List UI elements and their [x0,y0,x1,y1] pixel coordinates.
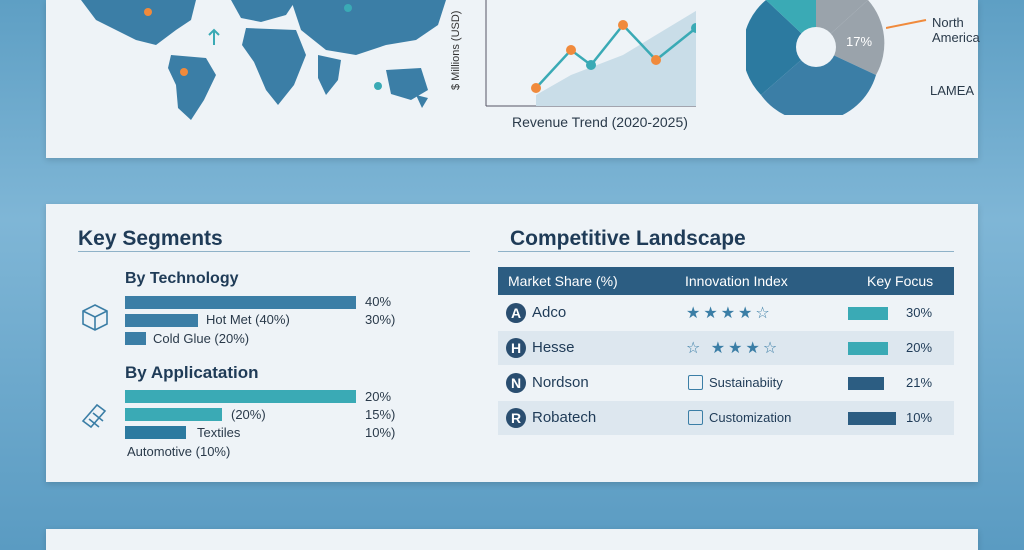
company-logo: N [506,373,526,393]
tech-value: 30%) [365,312,396,327]
tech-bar-hot-melt [125,296,356,309]
key-focus-text: Customization [709,410,792,425]
trend-point [691,23,696,33]
key-focus-text: Sustainabiity [709,375,783,390]
app-label: Textiles [197,425,241,440]
gear-document-icon [688,410,703,425]
share-bar [848,377,884,390]
share-value: 30% [906,305,933,320]
cube-icon [82,304,108,331]
tech-bar-cold-glue [125,332,146,345]
pie-callout-line [886,19,927,29]
app-label: Automotive (10%) [127,444,231,459]
company-logo: A [506,303,526,323]
share-bar [848,412,896,425]
app-bar-textiles [125,426,186,439]
trend-point [566,45,576,55]
trend-point [618,20,628,30]
tape-icon [81,403,107,429]
innovation-stars: ☆ ★★★☆ [686,340,781,357]
company-name: Hesse [532,339,575,356]
world-map [81,0,446,120]
table-row: H Hesse ☆ ★★★☆ 20% [498,331,954,365]
table-row: A Adco ★★★★☆ 30% [498,296,954,330]
app-value: 10%) [365,425,396,440]
app-label: (20%) [231,407,266,422]
tech-value: 40% [365,294,392,309]
share-value: 10% [906,410,933,425]
chart-document-icon [688,375,703,390]
trend-point [531,83,541,93]
region-pie-chart [746,0,885,115]
col-market-share: Market Share (%) [508,273,618,289]
col-key-focus: Key Focus [867,273,934,289]
share-value: 20% [906,340,933,355]
app-bar-1 [125,390,356,403]
table-row: R Robatech Customization 10% [498,401,954,435]
company-logo: H [506,338,526,358]
table-row: N Nordson Sustainabiity 21% [498,366,954,400]
tech-label: Hot Met (40%) [206,312,290,327]
key-segments-rule [78,251,470,252]
app-bar-2 [125,408,222,421]
line-chart-ylabel: $ Millions (USD) [450,10,462,90]
revenue-line-chart [485,0,696,107]
col-innovation-index: Innovation Index [685,273,788,289]
trend-point [586,60,596,70]
trend-point [651,55,661,65]
map-pin-icon [180,68,188,76]
company-name: Robatech [532,409,597,426]
competitive-rule [498,251,954,252]
competitive-title: Competitive Landscape [510,227,746,250]
company-name: Nordson [532,374,589,391]
company-logo: R [506,408,526,428]
pie-center-label: 17% [846,34,873,49]
share-bar [848,342,888,355]
tech-bar-2 [125,314,198,327]
pie-label-north-america: North America [932,15,980,45]
app-value: 15%) [365,407,396,422]
company-name: Adco [532,304,567,321]
application-subtitle: By Applicatation [125,363,259,382]
map-pin-icon [144,8,152,16]
area-fill [536,10,696,106]
app-value: 20% [365,389,392,404]
pie-label-lamea: LAMEA [930,83,975,98]
share-value: 21% [906,375,933,390]
map-pin-icon [344,4,352,12]
key-segments-title: Key Segments [78,227,223,250]
line-chart-caption: Revenue Trend (2020-2025) [512,114,688,130]
top-panel: $ Millions (USD) Revenue Trend (2020-202… [46,0,980,158]
competitive-table-header: Market Share (%) Innovation Index Key Fo… [498,267,954,295]
tech-label: Cold Glue (20%) [153,331,250,346]
share-bar [848,307,888,320]
innovation-stars: ★★★★☆ [686,305,773,322]
bottom-panel [46,529,978,550]
technology-subtitle: By Technology [125,270,239,287]
map-pin-icon [374,82,382,90]
